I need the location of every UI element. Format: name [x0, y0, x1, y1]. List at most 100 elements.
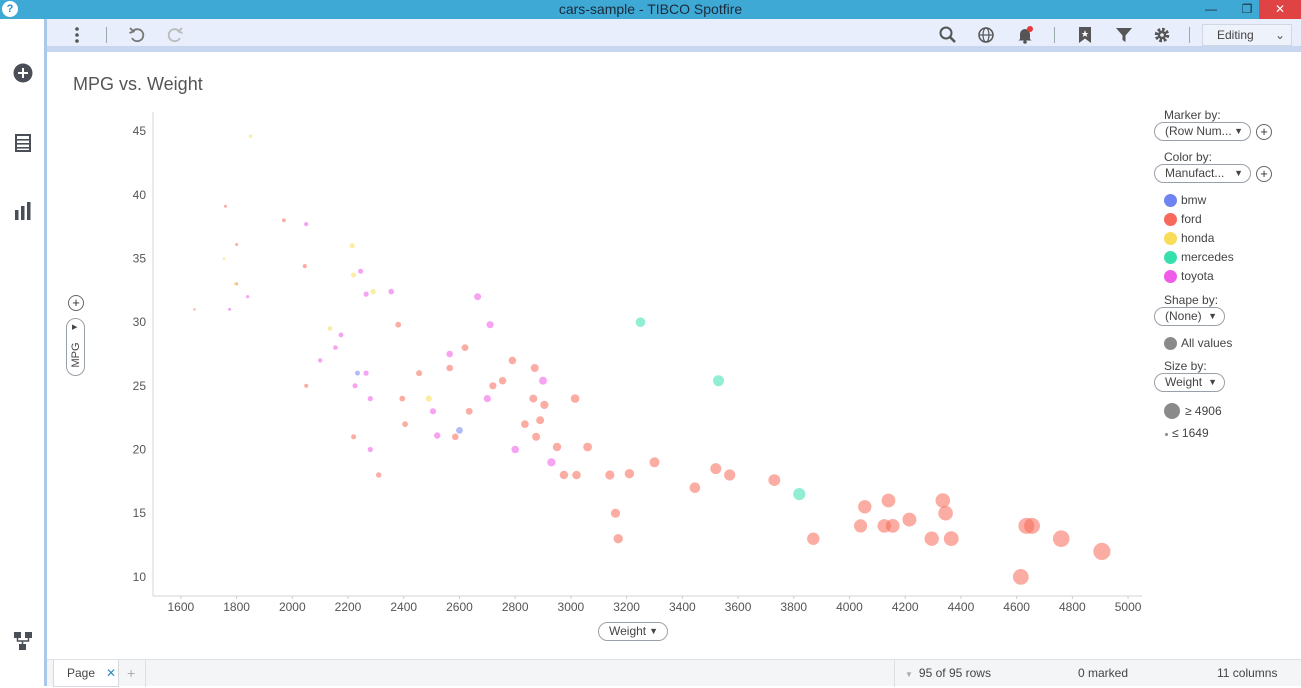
- marker-toyota[interactable]: [446, 350, 454, 358]
- marker-honda[interactable]: [222, 257, 226, 260]
- marker-toyota[interactable]: [388, 288, 395, 295]
- size-by-selector[interactable]: Weight ▼: [1154, 373, 1225, 392]
- marker-ford[interactable]: [943, 531, 959, 547]
- marker-toyota[interactable]: [363, 370, 369, 376]
- marker-ford[interactable]: [559, 470, 569, 480]
- shape-by-selector[interactable]: (None) ▼: [1154, 307, 1225, 326]
- settings-gear-icon[interactable]: [1152, 25, 1172, 45]
- marker-ford[interactable]: [304, 383, 309, 388]
- marker-honda[interactable]: [351, 272, 357, 278]
- add-data-icon[interactable]: [13, 63, 33, 83]
- more-menu-icon[interactable]: [67, 25, 87, 45]
- marker-ford[interactable]: [605, 470, 615, 480]
- color-by-selector[interactable]: Manufact... ▼: [1154, 164, 1251, 183]
- add-y-axis-icon[interactable]: +: [68, 295, 84, 311]
- marker-toyota[interactable]: [228, 307, 232, 311]
- marker-mercedes[interactable]: [635, 317, 646, 328]
- marker-toyota[interactable]: [367, 446, 373, 453]
- marker-ford[interactable]: [689, 482, 701, 494]
- marker-ford[interactable]: [807, 532, 820, 545]
- marker-toyota[interactable]: [511, 445, 519, 454]
- marker-toyota[interactable]: [547, 458, 556, 467]
- marker-ford[interactable]: [710, 463, 722, 475]
- marker-ford[interactable]: [193, 308, 196, 311]
- marker-mercedes[interactable]: [793, 488, 806, 501]
- marker-honda[interactable]: [327, 326, 333, 331]
- mode-dropdown[interactable]: Editing ⌄: [1202, 24, 1292, 46]
- marker-ford[interactable]: [461, 344, 469, 351]
- marker-honda[interactable]: [248, 134, 253, 138]
- marker-honda[interactable]: [233, 282, 237, 286]
- marker-ford[interactable]: [902, 512, 917, 527]
- marker-honda[interactable]: [425, 395, 432, 402]
- marker-ford[interactable]: [624, 469, 635, 479]
- marker-bmw[interactable]: [456, 427, 463, 434]
- marker-ford[interactable]: [881, 493, 896, 508]
- restore-icon[interactable]: ❐: [1241, 2, 1253, 16]
- marker-ford[interactable]: [649, 457, 660, 468]
- marker-toyota[interactable]: [429, 408, 437, 415]
- marker-toyota[interactable]: [318, 358, 323, 363]
- marker-ford[interactable]: [1093, 542, 1111, 561]
- marker-ford[interactable]: [235, 243, 239, 246]
- marker-honda[interactable]: [349, 243, 355, 249]
- marker-ford[interactable]: [938, 505, 953, 521]
- marker-ford[interactable]: [529, 394, 538, 403]
- marker-ford[interactable]: [613, 534, 623, 544]
- marker-ford[interactable]: [530, 364, 539, 372]
- scatter-markers[interactable]: [193, 134, 1111, 585]
- marker-ford[interactable]: [1012, 569, 1029, 585]
- marker-toyota[interactable]: [363, 291, 369, 297]
- globe-icon[interactable]: [976, 25, 996, 45]
- marker-toyota[interactable]: [367, 396, 373, 402]
- marker-ford[interactable]: [924, 531, 939, 546]
- marker-ford[interactable]: [1052, 530, 1070, 547]
- marker-ford[interactable]: [395, 321, 402, 328]
- marker-ford[interactable]: [465, 407, 473, 415]
- marker-ford[interactable]: [540, 400, 549, 409]
- marker-ford[interactable]: [416, 370, 423, 377]
- marker-toyota[interactable]: [434, 432, 441, 439]
- add-marker-icon[interactable]: +: [1256, 124, 1272, 140]
- marker-ford[interactable]: [536, 416, 545, 425]
- marker-toyota[interactable]: [474, 293, 482, 301]
- search-icon[interactable]: [938, 25, 958, 45]
- marker-ford[interactable]: [489, 382, 497, 390]
- marker-ford[interactable]: [610, 508, 621, 518]
- marker-ford[interactable]: [854, 519, 868, 533]
- marker-ford[interactable]: [877, 519, 892, 533]
- marker-toyota[interactable]: [486, 321, 494, 329]
- marker-toyota[interactable]: [358, 268, 364, 274]
- marker-by-selector[interactable]: (Row Num... ▼: [1154, 122, 1251, 141]
- marker-ford[interactable]: [446, 364, 454, 372]
- marker-toyota[interactable]: [246, 295, 250, 299]
- marker-toyota[interactable]: [539, 376, 547, 385]
- x-axis-selector[interactable]: Weight ▼: [598, 622, 668, 641]
- add-page-icon[interactable]: +: [127, 665, 136, 681]
- notifications-icon[interactable]: [1015, 25, 1035, 45]
- marker-ford[interactable]: [768, 474, 781, 486]
- marker-ford[interactable]: [282, 218, 286, 223]
- marker-ford[interactable]: [508, 356, 517, 365]
- marker-ford[interactable]: [935, 493, 951, 508]
- marker-ford[interactable]: [583, 442, 592, 452]
- marker-toyota[interactable]: [483, 395, 491, 403]
- redo-icon[interactable]: [165, 25, 185, 45]
- data-table-icon[interactable]: [13, 133, 33, 153]
- page-tab[interactable]: Page ✕: [53, 660, 119, 687]
- marker-ford[interactable]: [532, 432, 541, 441]
- marker-ford[interactable]: [572, 470, 581, 480]
- marker-toyota[interactable]: [352, 383, 358, 389]
- undo-icon[interactable]: [127, 25, 147, 45]
- marker-toyota[interactable]: [338, 332, 344, 338]
- close-icon[interactable]: ✕: [1259, 0, 1301, 19]
- add-color-icon[interactable]: +: [1256, 166, 1272, 182]
- marker-ford[interactable]: [302, 264, 307, 269]
- marker-bmw[interactable]: [355, 370, 360, 376]
- marker-ford[interactable]: [402, 421, 408, 427]
- marker-ford[interactable]: [521, 420, 529, 428]
- marker-ford[interactable]: [724, 469, 736, 481]
- bookmark-icon[interactable]: [1075, 25, 1095, 45]
- data-canvas-icon[interactable]: [13, 631, 33, 651]
